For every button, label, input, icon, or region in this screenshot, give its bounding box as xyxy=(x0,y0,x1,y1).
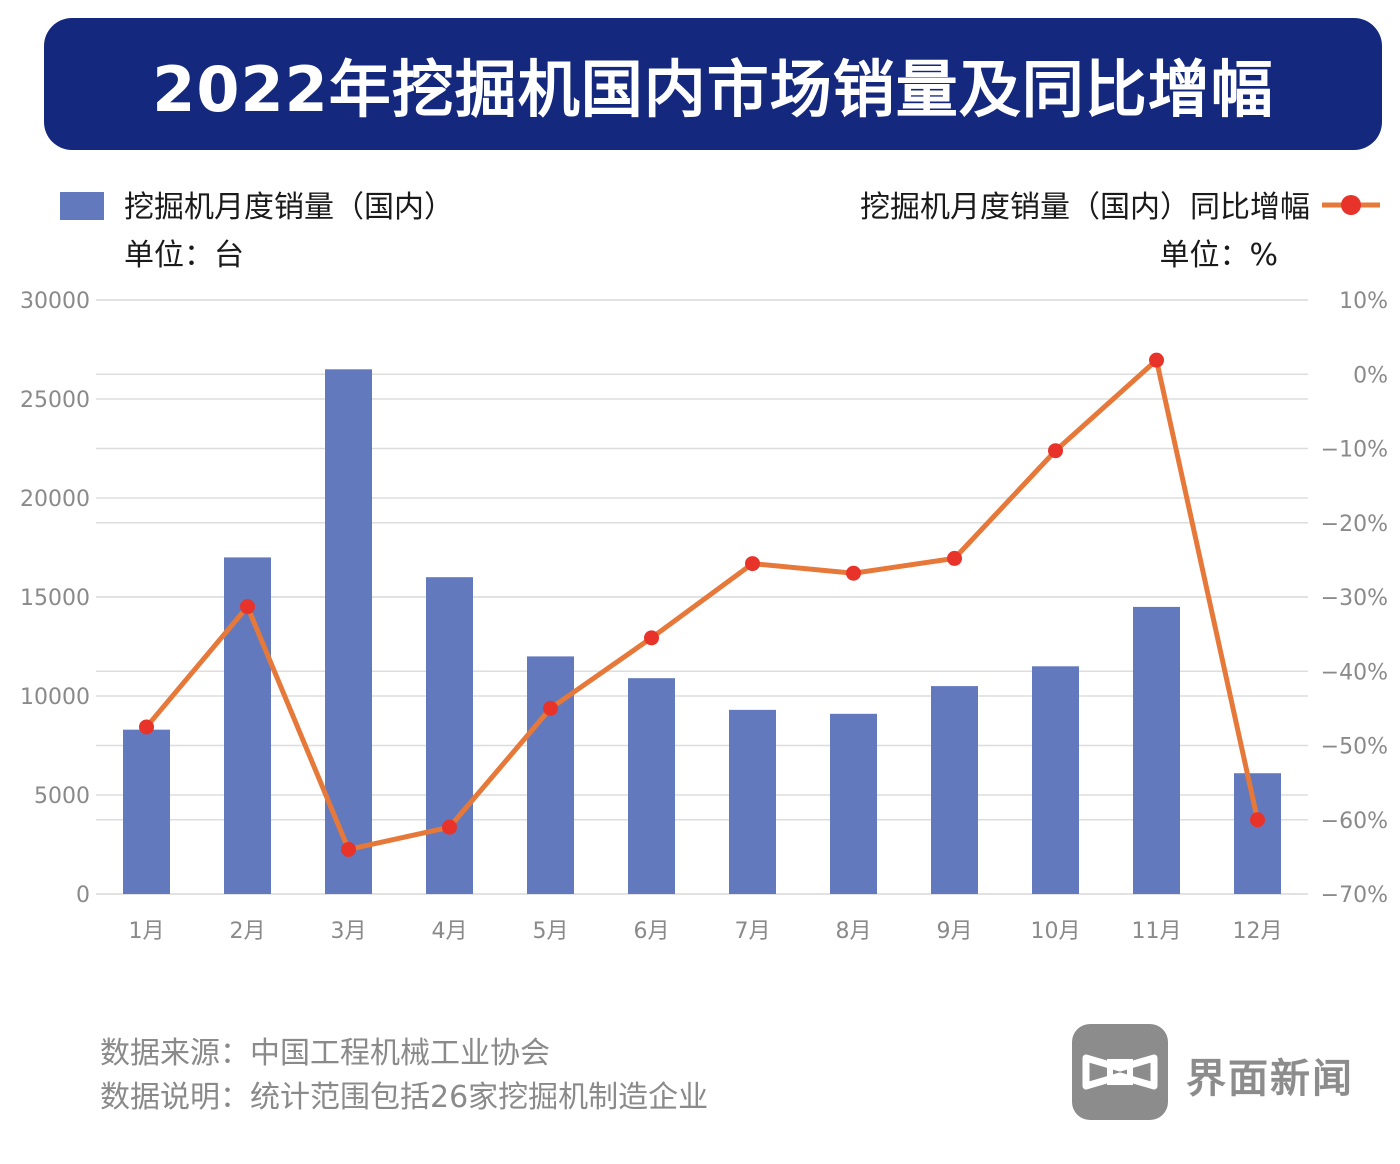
x-tick-label: 3月 xyxy=(331,919,367,944)
bar-10 xyxy=(1032,666,1079,894)
yoy-point-2 xyxy=(240,599,255,615)
y-left-tick-label: 15000 xyxy=(20,586,90,611)
legend-line-marker-icon xyxy=(1322,195,1380,215)
combo-chart: 0 5000 10000 15000 20000 25000 30000 −70% −60% −5… xyxy=(20,289,1388,944)
x-tick-label: 2月 xyxy=(230,919,266,944)
bar-12 xyxy=(1234,773,1281,894)
legend-bar-unit: 单位：台 xyxy=(124,238,244,273)
y-right-tick-label: −40% xyxy=(1321,660,1388,685)
bar-4 xyxy=(426,577,473,894)
x-tick-label: 7月 xyxy=(735,919,771,944)
legend-line: 挖掘机月度销量（国内）同比增幅 单位：% xyxy=(700,182,1400,282)
bar-1 xyxy=(123,729,170,894)
legend-line-unit: 单位：% xyxy=(1159,238,1278,273)
y-left-tick-label: 0 xyxy=(76,883,90,908)
y-right-tick-label: 10% xyxy=(1339,289,1388,314)
y-right-tick-label: −10% xyxy=(1321,438,1388,463)
yoy-point-4 xyxy=(442,819,457,835)
y-right-tick-label: −30% xyxy=(1321,586,1388,611)
bar-6 xyxy=(628,678,675,894)
y-left-tick-label: 5000 xyxy=(34,784,90,809)
bar-5 xyxy=(527,656,574,894)
yoy-point-11 xyxy=(1149,352,1164,368)
y-right-tick-label: −60% xyxy=(1321,809,1388,834)
title-banner: 2022年挖掘机国内市场销量及同比增幅 xyxy=(44,18,1382,150)
publisher-logo: 界面新闻 xyxy=(1072,1024,1382,1122)
yoy-line xyxy=(144,357,1260,852)
x-tick-label: 9月 xyxy=(937,919,973,944)
x-tick-label: 5月 xyxy=(533,919,569,944)
yoy-point-12 xyxy=(1250,812,1265,828)
legend-bar-swatch xyxy=(60,192,104,220)
yoy-point-6 xyxy=(644,630,659,646)
y-left-tick-label: 30000 xyxy=(20,289,90,314)
y-right-tick-label: 0% xyxy=(1353,363,1388,388)
yoy-point-3 xyxy=(341,841,356,857)
x-tick-label: 4月 xyxy=(432,919,468,944)
x-tick-label: 1月 xyxy=(129,919,165,944)
yoy-point-8 xyxy=(846,565,861,581)
x-tick-label: 12月 xyxy=(1233,919,1283,944)
bar-8 xyxy=(830,713,877,894)
y-right-tick-label: −20% xyxy=(1321,512,1388,537)
y-right-tick-label: −70% xyxy=(1321,883,1388,908)
x-tick-label: 11月 xyxy=(1132,919,1182,944)
source-note: 数据来源：中国工程机械工业协会 xyxy=(100,1036,550,1071)
legend-line-label: 挖掘机月度销量（国内）同比增幅 xyxy=(860,190,1310,225)
x-tick-label: 8月 xyxy=(836,919,872,944)
yoy-point-9 xyxy=(947,550,962,566)
y-left-tick-label: 10000 xyxy=(20,685,90,710)
yoy-point-1 xyxy=(139,719,154,735)
y-left-tick-label: 20000 xyxy=(20,487,90,512)
y-left-tick-label: 25000 xyxy=(20,388,90,413)
yoy-point-10 xyxy=(1048,443,1063,459)
legend-bar-label: 挖掘机月度销量（国内） xyxy=(124,190,454,225)
publisher-name: 界面新闻 xyxy=(1186,1056,1354,1102)
yoy-point-5 xyxy=(543,700,558,716)
yoy-point-7 xyxy=(745,556,760,572)
chart-title: 2022年挖掘机国内市场销量及同比增幅 xyxy=(152,53,1274,126)
bar-9 xyxy=(931,686,978,894)
bar-7 xyxy=(729,709,776,894)
footer-notes: 数据来源：中国工程机械工业协会 数据说明：统计范围包括26家挖掘机制造企业 xyxy=(100,1032,708,1120)
bar-11 xyxy=(1133,606,1180,894)
jiemian-logo-icon xyxy=(1072,1024,1168,1120)
y-right-tick-label: −50% xyxy=(1321,735,1388,760)
data-note: 数据说明：统计范围包括26家挖掘机制造企业 xyxy=(100,1080,709,1115)
x-tick-label: 10月 xyxy=(1031,919,1081,944)
x-tick-label: 6月 xyxy=(634,919,670,944)
